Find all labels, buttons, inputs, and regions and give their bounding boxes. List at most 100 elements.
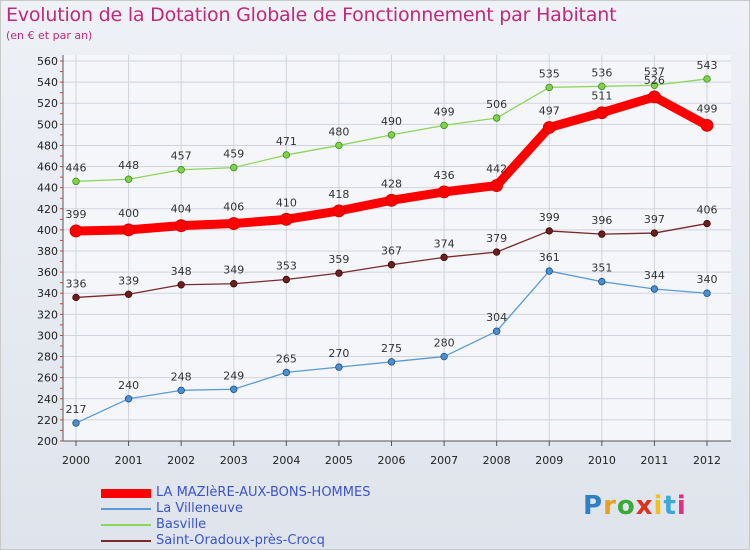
y-tick-label: 460 — [37, 161, 58, 174]
y-tick-label: 280 — [37, 351, 58, 364]
legend-item: Saint-Oradoux-près-Crocq — [101, 533, 461, 549]
y-tick-label: 560 — [37, 55, 58, 68]
x-tick-label: 2000 — [62, 454, 90, 467]
data-label: 399 — [539, 211, 560, 224]
data-label: 436 — [434, 169, 455, 182]
logo-letter: x — [635, 491, 654, 521]
data-point — [282, 275, 291, 284]
data-label: 344 — [644, 269, 665, 282]
data-point — [332, 204, 346, 218]
data-label: 497 — [539, 105, 560, 118]
data-label: 379 — [486, 232, 507, 245]
data-label: 399 — [66, 208, 87, 221]
y-tick-label: 520 — [37, 97, 58, 110]
data-label: 349 — [223, 264, 244, 277]
data-point — [492, 248, 501, 256]
legend-label: LA MAZIèRE-AUX-BONS-HOMMES — [156, 485, 371, 500]
legend-item: LA MAZIèRE-AUX-BONS-HOMMES — [101, 485, 461, 501]
y-tick-label: 400 — [37, 224, 58, 237]
data-point — [545, 267, 553, 275]
data-point — [542, 121, 556, 134]
data-point — [282, 368, 291, 377]
data-label: 410 — [276, 196, 297, 209]
data-label: 304 — [486, 311, 507, 324]
data-label: 275 — [381, 342, 402, 355]
data-label: 526 — [644, 74, 665, 87]
data-point — [703, 289, 711, 297]
data-label: 374 — [434, 237, 455, 250]
logo-letter: P — [583, 491, 604, 521]
data-label: 499 — [697, 102, 718, 115]
x-tick-label: 2007 — [430, 454, 458, 467]
data-point — [177, 166, 185, 174]
data-point — [440, 352, 448, 361]
data-label: 359 — [328, 253, 349, 266]
data-label: 511 — [591, 90, 612, 103]
data-label: 353 — [276, 260, 297, 273]
data-point — [72, 177, 80, 186]
data-label: 265 — [276, 352, 297, 365]
y-tick-label: 240 — [37, 393, 58, 406]
data-point — [545, 83, 553, 92]
data-label: 446 — [66, 161, 87, 174]
legend-item: La Villeneuve — [101, 501, 461, 517]
data-label: 270 — [328, 347, 349, 360]
data-label: 404 — [171, 203, 192, 216]
data-point — [700, 118, 714, 132]
legend-swatch — [101, 524, 151, 526]
y-tick-label: 380 — [37, 245, 58, 258]
logo-letter: i — [653, 491, 664, 521]
data-point — [545, 227, 553, 235]
data-label: 240 — [118, 379, 139, 392]
data-point — [69, 224, 83, 238]
legend-swatch — [101, 540, 151, 542]
legend-label: La Villeneuve — [156, 501, 243, 516]
y-tick-label: 260 — [37, 372, 58, 385]
data-point — [437, 185, 451, 199]
x-tick-label: 2012 — [693, 454, 721, 467]
data-point — [230, 385, 238, 393]
data-point — [703, 75, 711, 83]
y-tick-label: 500 — [37, 118, 58, 131]
data-point — [703, 219, 711, 228]
y-tick-label: 220 — [37, 414, 58, 427]
data-label: 351 — [591, 262, 612, 275]
data-point — [227, 217, 241, 230]
chart-subtitle: (en € et par an) — [6, 29, 93, 42]
data-point — [174, 219, 188, 233]
data-point — [335, 269, 343, 277]
data-point — [598, 277, 606, 286]
data-label: 217 — [66, 403, 87, 416]
data-label: 536 — [591, 66, 612, 79]
data-label: 480 — [328, 125, 349, 138]
data-label: 459 — [223, 148, 244, 161]
data-point — [122, 223, 135, 237]
data-label: 457 — [171, 150, 192, 163]
data-label: 406 — [223, 201, 244, 214]
y-tick-label: 320 — [37, 308, 58, 321]
data-label: 543 — [697, 59, 718, 72]
data-point — [279, 212, 293, 226]
legend-swatch — [101, 488, 151, 498]
data-point — [650, 229, 659, 237]
data-point — [282, 151, 291, 159]
data-label: 336 — [66, 277, 87, 290]
logo-letter: t — [663, 491, 677, 521]
data-point — [335, 141, 343, 150]
data-label: 248 — [171, 370, 192, 383]
chart-title: Evolution de la Dotation Globale de Fonc… — [6, 4, 617, 26]
data-point — [650, 81, 659, 89]
x-tick-label: 2004 — [272, 454, 300, 467]
data-label: 490 — [381, 115, 402, 128]
logo-letter: i — [676, 491, 687, 521]
x-tick-label: 2003 — [220, 454, 248, 467]
legend-label: Basville — [156, 517, 207, 532]
data-point — [177, 386, 185, 395]
data-point — [650, 285, 659, 293]
data-label: 348 — [171, 265, 192, 278]
y-tick-label: 440 — [37, 182, 58, 195]
data-label: 428 — [381, 177, 402, 190]
data-point — [598, 230, 606, 238]
data-label: 396 — [591, 214, 612, 227]
